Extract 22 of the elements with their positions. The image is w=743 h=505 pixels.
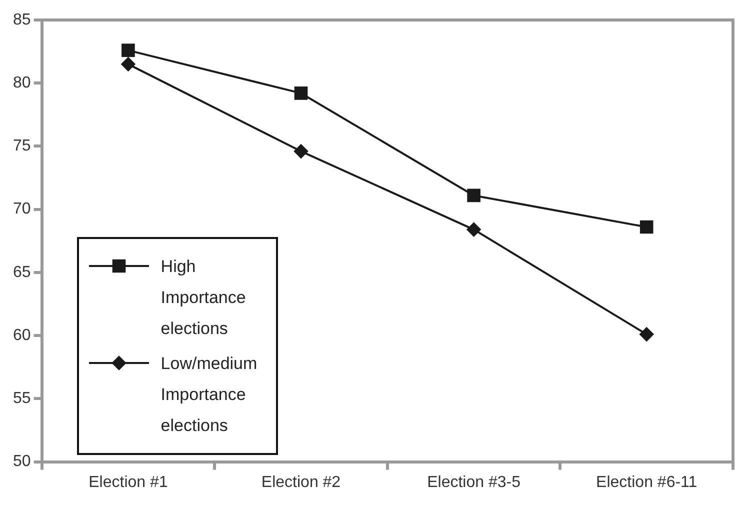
point [467, 188, 480, 202]
x-tick-label: Election #3-5 [427, 474, 521, 491]
y-tick-label: 70 [13, 200, 31, 218]
point [294, 86, 308, 100]
y-tick-label: 65 [13, 264, 31, 281]
y-tick-label: 75 [13, 138, 31, 155]
y-tick-label: 55 [13, 390, 31, 408]
point [466, 222, 481, 237]
y-tick-label: 60 [13, 326, 31, 344]
legend-label: High Importance elections [160, 256, 247, 340]
y-tick-label: 80 [13, 74, 31, 92]
y-tick-label: 50 [13, 453, 31, 470]
x-tick-label: Election #1 [88, 474, 168, 491]
point [121, 57, 136, 72]
point [122, 44, 135, 57]
y-tick-label: 85 [13, 11, 31, 28]
legend-label: Low/medium Importance elections [160, 352, 258, 437]
point [640, 327, 654, 342]
point [294, 144, 308, 158]
x-tick-label: Election #6-11 [596, 474, 698, 491]
point [640, 220, 654, 234]
x-tick-label: Election #2 [261, 474, 341, 491]
